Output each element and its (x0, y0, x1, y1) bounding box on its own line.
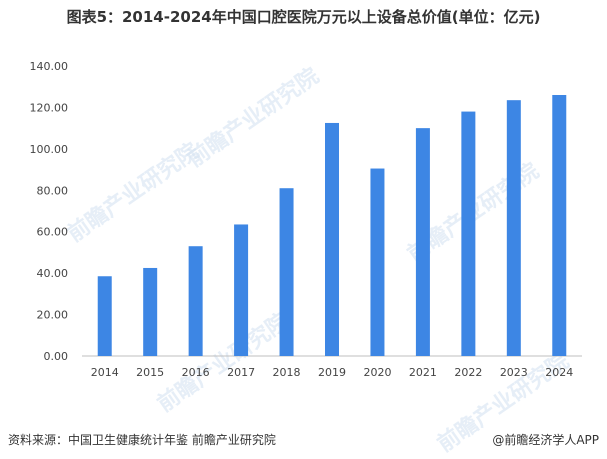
y-tick-label: 40.00 (37, 267, 69, 280)
x-tick-label: 2015 (136, 366, 164, 379)
y-tick-label: 120.00 (30, 101, 69, 114)
y-tick-label: 60.00 (37, 226, 69, 239)
bar-2017 (234, 224, 249, 356)
y-tick-label: 140.00 (30, 60, 69, 73)
bar-2024 (552, 95, 567, 356)
x-tick-label: 2016 (182, 366, 210, 379)
bar-2016 (188, 246, 203, 356)
bar-2014 (97, 276, 112, 356)
x-tick-label: 2019 (318, 366, 346, 379)
y-tick-label: 100.00 (30, 143, 69, 156)
chart-title: 图表5：2014-2024年中国口腔医院万元以上设备总价值(单位：亿元) (66, 8, 541, 26)
footer: 资料来源：中国卫生健康统计年鉴 前瞻产业研究院 @前瞻经济学人APP (0, 431, 607, 451)
credit-note: @前瞻经济学人APP (492, 433, 599, 447)
bar-2020 (370, 168, 385, 356)
x-tick-label: 2021 (409, 366, 437, 379)
x-tick-label: 2020 (363, 366, 391, 379)
y-tick-label: 0.00 (44, 350, 69, 363)
x-tick-label: 2018 (273, 366, 301, 379)
x-tick-label: 2023 (500, 366, 528, 379)
source-note: 资料来源：中国卫生健康统计年鉴 前瞻产业研究院 (8, 433, 276, 447)
x-tick-label: 2014 (91, 366, 119, 379)
y-tick-label: 80.00 (37, 184, 69, 197)
x-tick-label: 2022 (454, 366, 482, 379)
x-tick-label: 2017 (227, 366, 255, 379)
y-tick-label: 20.00 (37, 309, 69, 322)
bar-2021 (415, 128, 430, 356)
bar-2023 (506, 100, 521, 356)
bar-2015 (143, 267, 158, 356)
bar-2022 (461, 111, 476, 356)
x-tick-label: 2024 (545, 366, 573, 379)
bar-2018 (279, 188, 294, 356)
bar-2019 (325, 122, 339, 356)
